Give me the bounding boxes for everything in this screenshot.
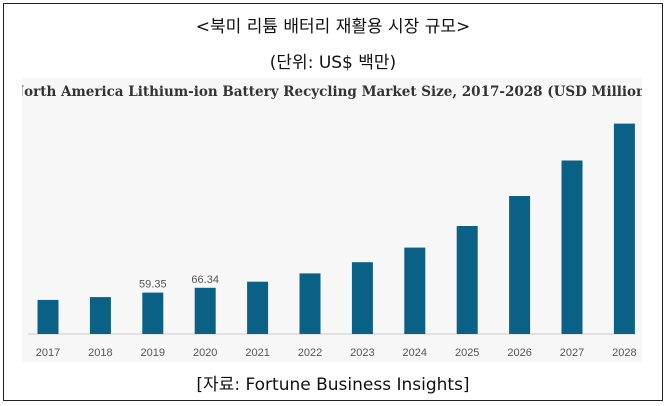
bar-2019 <box>142 292 164 334</box>
bar-2025 <box>456 226 478 334</box>
x-tick-label-2023: 2023 <box>350 347 374 359</box>
bar-2021 <box>247 281 269 334</box>
x-tick-label-2027: 2027 <box>560 347 584 359</box>
bar-2023 <box>351 262 373 334</box>
x-tick-label-2021: 2021 <box>245 347 269 359</box>
bar-chart: North America Lithium-ion Battery Recycl… <box>22 84 642 359</box>
x-tick-label-2025: 2025 <box>455 347 479 359</box>
x-tick-label-2020: 2020 <box>193 347 217 359</box>
x-tick-label-2022: 2022 <box>298 347 322 359</box>
x-tick-label-2026: 2026 <box>507 347 531 359</box>
source-note: [자료: Fortune Business Insights] <box>196 375 470 395</box>
bar-2026 <box>509 196 531 334</box>
bar-2024 <box>404 247 426 334</box>
bar-2020 <box>194 287 216 334</box>
x-tick-label-2024: 2024 <box>403 347 427 359</box>
figure-title: <북미 리튬 배터리 재활용 시장 규모> <box>195 17 471 37</box>
x-tick-label-2028: 2028 <box>612 347 636 359</box>
figure-frame: <북미 리튬 배터리 재활용 시장 규모> (단위: US$ 백만) North… <box>3 3 663 401</box>
data-labels-group: 59.35 66.34 <box>139 274 219 291</box>
data-label-2020: 66.34 <box>191 274 219 286</box>
bar-2028 <box>613 123 635 334</box>
bar-2027 <box>561 160 583 334</box>
bar-2022 <box>299 273 321 334</box>
x-tick-label-2017: 2017 <box>36 347 60 359</box>
data-label-2019: 59.35 <box>139 279 167 291</box>
x-tick-label-2019: 2019 <box>141 347 165 359</box>
bars-group <box>37 123 635 334</box>
chart-panel: North America Lithium-ion Battery Recycl… <box>22 78 642 362</box>
unit-label: (단위: US$ 백만) <box>269 53 397 73</box>
bar-2018 <box>89 297 111 334</box>
bar-2017 <box>37 299 59 334</box>
x-tick-labels-group: 2017 2018 2019 2020 2021 2022 2023 2024 2025 2026… <box>36 347 637 359</box>
x-tick-label-2018: 2018 <box>88 347 112 359</box>
chart-title: North America Lithium-ion Battery Recycl… <box>22 84 642 100</box>
